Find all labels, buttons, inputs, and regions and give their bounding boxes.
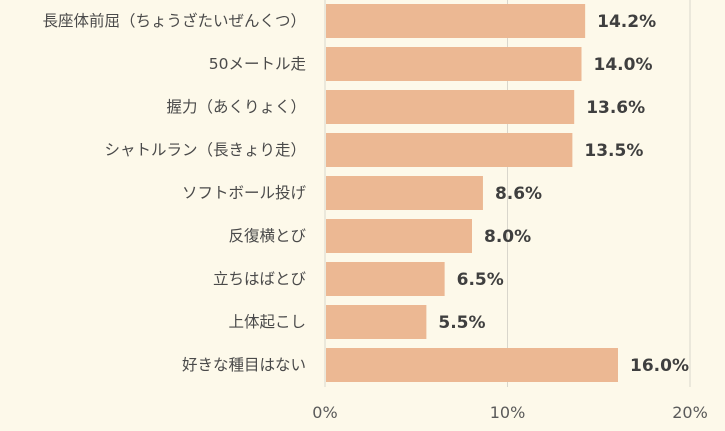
value-labels: 14.2% 14.0% 13.6% 13.5% 8.6% 8.0% 6.5% 5.5% 16.0… <box>438 12 689 376</box>
bar <box>326 348 618 382</box>
x-axis-ticks: 0% 10% 20% <box>312 403 707 422</box>
data-label: 6.5% <box>457 270 504 290</box>
bar <box>326 47 582 81</box>
bar <box>326 176 483 210</box>
category-label: ソフトボール投げ <box>182 184 307 202</box>
category-label: 握力（あくりょく） <box>166 98 306 116</box>
data-label: 5.5% <box>438 313 485 333</box>
bar <box>326 4 586 38</box>
data-label: 8.6% <box>495 184 542 204</box>
category-label: 50メートル走 <box>209 55 306 73</box>
bar <box>326 90 575 124</box>
category-label: シャトルラン（長きょり走） <box>104 141 306 159</box>
x-tick-label: 0% <box>312 403 337 422</box>
category-label: 立ちはばとび <box>213 270 307 288</box>
bar <box>326 305 427 339</box>
data-label: 8.0% <box>484 227 531 247</box>
x-tick-label: 20% <box>672 403 708 422</box>
category-label: 長座体前屈（ちょうざたいぜんくつ） <box>42 11 306 30</box>
category-label: 好きな種目はない <box>182 356 306 374</box>
data-label: 13.5% <box>584 141 643 161</box>
x-tick-label: 10% <box>490 403 526 422</box>
data-label: 13.6% <box>586 98 645 118</box>
bars <box>326 4 618 382</box>
data-label: 14.0% <box>594 55 653 75</box>
category-label: 反復横とび <box>228 227 306 245</box>
category-label: 上体起こし <box>228 313 306 331</box>
bar <box>326 219 472 253</box>
bar <box>326 262 445 296</box>
bar <box>326 133 573 167</box>
data-label: 14.2% <box>597 12 656 32</box>
data-label: 16.0% <box>630 356 689 376</box>
